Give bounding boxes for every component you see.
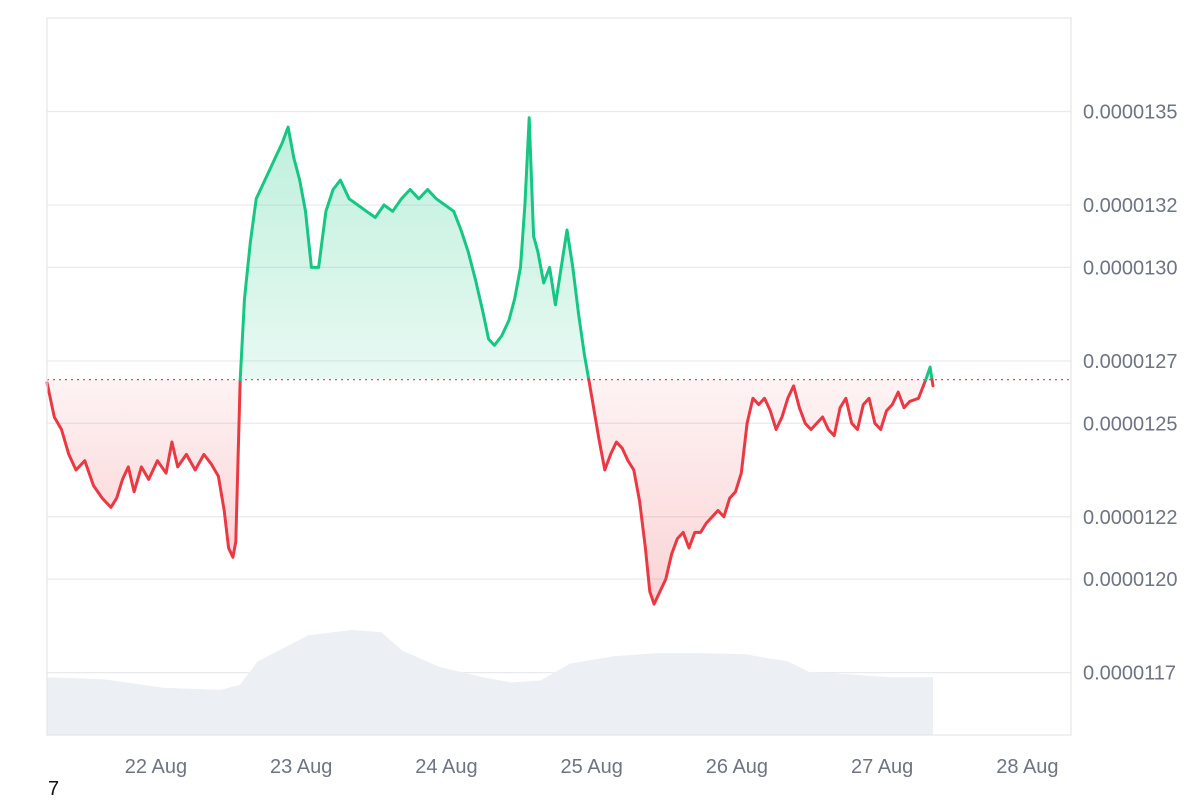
plot-frame bbox=[46, 17, 1072, 736]
x-tick-label: 22 Aug bbox=[125, 756, 187, 778]
x-axis-labels: 22 Aug 23 Aug 24 Aug 25 Aug 26 Aug 27 Aug 28 A… bbox=[125, 756, 1059, 778]
x-tick-label: 27 Aug bbox=[851, 756, 913, 778]
line-below-baseline bbox=[930, 378, 935, 388]
line-below-baseline bbox=[587, 378, 928, 606]
line-above-baseline bbox=[924, 365, 934, 382]
y-tick-label: 0.0000125 bbox=[1083, 413, 1178, 435]
corner-label: 7 bbox=[48, 778, 60, 800]
y-tick-label: 0.0000120 bbox=[1083, 569, 1178, 591]
line-below-baseline bbox=[45, 378, 242, 559]
line-above-baseline bbox=[238, 116, 591, 382]
y-tick-label: 0.0000122 bbox=[1083, 507, 1178, 529]
x-tick-label: 23 Aug bbox=[270, 756, 332, 778]
y-tick-label: 0.0000127 bbox=[1083, 351, 1178, 373]
y-tick-label: 0.0000117 bbox=[1083, 663, 1176, 685]
x-tick-label: 24 Aug bbox=[415, 756, 477, 778]
price-line bbox=[45, 116, 935, 606]
y-tick-label: 0.0000135 bbox=[1083, 102, 1178, 124]
volume-area bbox=[47, 630, 934, 735]
x-tick-label: 26 Aug bbox=[706, 756, 768, 778]
x-tick-label: 25 Aug bbox=[561, 756, 623, 778]
y-tick-label: 0.0000130 bbox=[1083, 257, 1178, 279]
y-tick-label: 0.0000132 bbox=[1083, 195, 1178, 217]
x-tick-label: 28 Aug bbox=[996, 756, 1058, 778]
y-axis-labels: 0.0000117 0.0000120 0.0000122 0.0000125 0.00… bbox=[1083, 102, 1178, 685]
fill-above-baseline bbox=[240, 117, 589, 380]
volume-shape bbox=[47, 630, 934, 735]
